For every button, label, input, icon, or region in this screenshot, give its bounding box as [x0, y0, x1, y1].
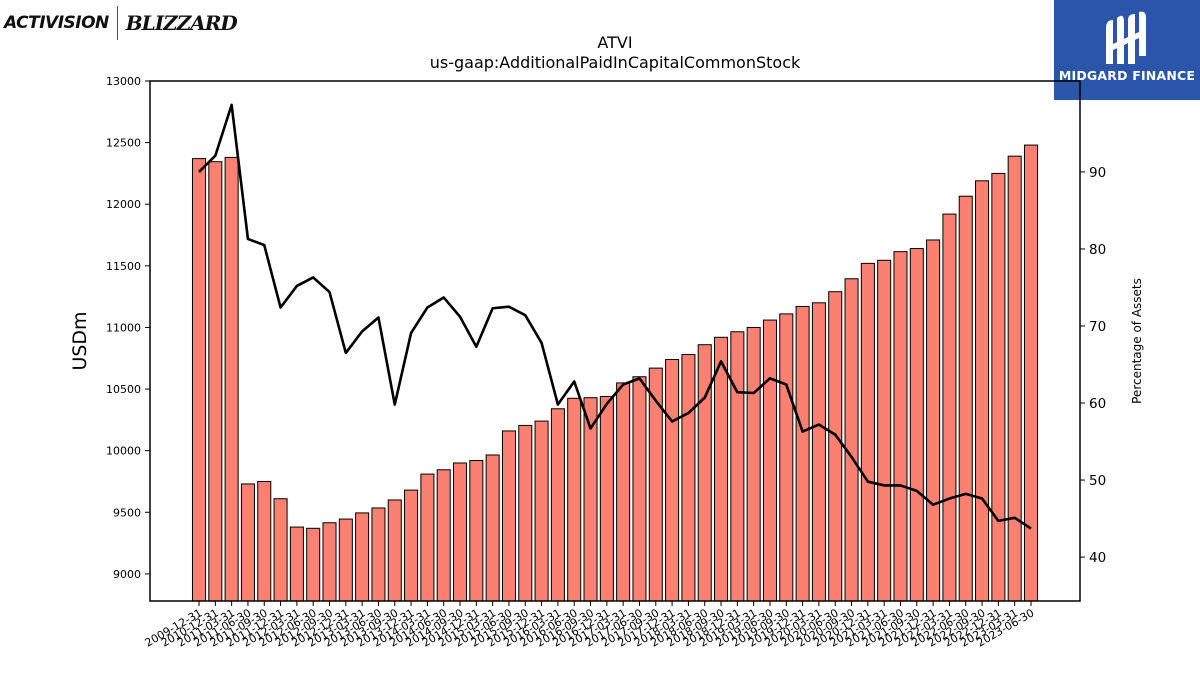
bar-2014-06-30: [436, 469, 451, 602]
bar-2020-09-30: [844, 278, 859, 602]
bar-2015-06-30: [501, 430, 516, 602]
bar-2018-06-30: [697, 344, 712, 602]
bar-2023-03-31: [1007, 155, 1022, 602]
x-axis-ticks: 2009-12-312010-12-312011-03-312011-06-30…: [143, 601, 1037, 650]
bar-2020-12-31: [860, 262, 875, 602]
midgard-brand-text: MIDGARD FINANCE: [1058, 68, 1196, 83]
bar-2021-06-30: [893, 251, 908, 602]
y-axis-ticks: 9000 9500 10000 10500 11000 11500 12000 12500 13…: [106, 75, 150, 581]
activision-blizzard-logo: ACTIVISION BLIZZARD: [4, 4, 238, 42]
y-tick-label: 12000: [106, 198, 141, 211]
y2-axis-ticks: 40 50 60 70 80 90: [1080, 165, 1106, 566]
activision-wordmark: ACTIVISION: [4, 13, 109, 33]
y2-axis-label: Percentage of Assets: [1130, 278, 1144, 404]
bar-2014-03-31: [420, 473, 435, 602]
y-tick-label: 12500: [106, 137, 141, 150]
y-axis-label: USDm: [69, 311, 91, 370]
axes: [149, 80, 1081, 602]
bar-2019-06-30: [762, 319, 778, 602]
line-series: [198, 103, 1032, 530]
percentage-of-assets-line: [198, 103, 1032, 530]
bar-2016-06-30: [567, 397, 582, 602]
y-tick-label: 11000: [106, 321, 141, 334]
y-tick-label: 10000: [106, 445, 141, 458]
bar-2009-12-31: [191, 158, 207, 602]
y2-tick-label: 60: [1089, 396, 1106, 412]
logo-divider: [116, 6, 118, 40]
bar-2013-12-31: [404, 489, 419, 602]
bar-2012-06-30: [306, 527, 321, 602]
bar-2023-06-30: [1023, 144, 1039, 602]
bar-2010-12-31: [208, 161, 223, 602]
midgard-finance-logo: MIDGARD FINANCE: [1054, 0, 1200, 100]
y2-tick-label: 90: [1089, 165, 1106, 181]
bar-2022-03-31: [942, 213, 957, 602]
bar-2012-12-31: [338, 518, 353, 602]
y-tick-label: 10500: [106, 383, 141, 396]
bar-2011-09-30: [257, 480, 272, 602]
bar-2013-06-30: [371, 507, 386, 602]
bar-2021-03-31: [877, 259, 892, 602]
bar-2022-12-31: [991, 172, 1006, 602]
bar-2011-06-30: [240, 483, 255, 602]
bar-2017-09-30: [648, 367, 663, 602]
bar-2013-09-30: [387, 499, 402, 602]
bar-2021-12-31: [926, 239, 941, 602]
plot-frame: [149, 80, 1081, 602]
y2-tick-label: 80: [1089, 242, 1106, 258]
bar-2019-12-31: [795, 306, 810, 602]
blizzard-wordmark: BLIZZARD: [125, 11, 238, 35]
bar-2017-03-31: [616, 382, 631, 602]
bar-2014-09-30: [452, 462, 468, 602]
bar-2019-09-30: [779, 313, 794, 602]
bar-2014-12-31: [469, 460, 484, 602]
chart-title: ATVI: [597, 33, 632, 52]
y-tick-label: 9500: [113, 506, 141, 519]
bar-series: [191, 144, 1039, 602]
bar-2018-12-31: [730, 331, 745, 602]
bar-2015-03-31: [485, 454, 500, 602]
bar-2020-06-30: [828, 291, 843, 602]
bar-2016-03-31: [550, 408, 565, 602]
bar-2022-09-30: [975, 180, 990, 602]
bar-2017-06-30: [632, 376, 647, 602]
chart-subtitle: us-gaap:AdditionalPaidInCapitalCommonSto…: [430, 53, 801, 72]
y2-tick-label: 40: [1089, 550, 1106, 566]
bar-2016-12-31: [599, 395, 614, 602]
bar-2021-09-30: [909, 248, 924, 602]
bar-2019-03-31: [746, 326, 761, 602]
bar-2015-12-31: [534, 420, 549, 602]
bar-2022-06-30: [958, 195, 973, 602]
bar-2018-03-31: [681, 354, 696, 602]
bar-2017-12-31: [665, 358, 680, 602]
bar-2015-09-30: [518, 424, 533, 602]
y2-tick-label: 70: [1089, 319, 1106, 335]
y-tick-label: 11500: [106, 260, 141, 273]
bar-2018-09-30: [714, 336, 729, 602]
bar-2011-03-31: [224, 156, 239, 602]
bar-2012-09-30: [322, 522, 337, 602]
y-tick-label: 9000: [113, 568, 141, 581]
bar-2013-03-31: [355, 512, 370, 602]
bar-2020-03-31: [811, 302, 826, 602]
bar-2012-03-31: [289, 526, 304, 602]
bar-2011-12-31: [273, 498, 288, 602]
y2-tick-label: 50: [1089, 473, 1106, 489]
midgard-mark-icon: [1106, 11, 1146, 64]
y-tick-label: 13000: [106, 75, 141, 88]
